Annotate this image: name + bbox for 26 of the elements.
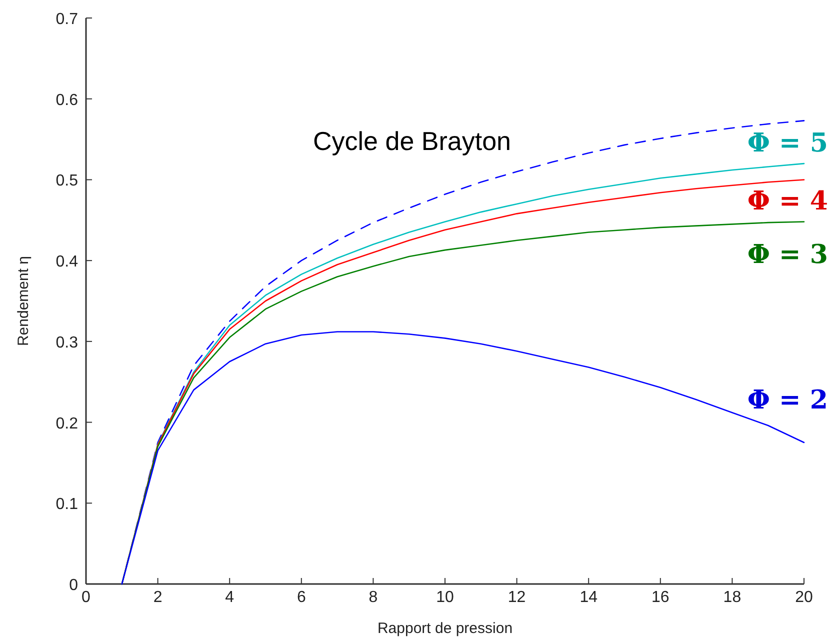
x-axis-title: Rapport de pression — [377, 620, 513, 637]
y-tick-label: 0.6 — [56, 92, 78, 109]
x-tick-label: 14 — [580, 589, 598, 606]
x-tick-label: 6 — [296, 589, 306, 606]
y-tick-label: 0 — [69, 577, 78, 594]
series-label: Φ = 5 — [747, 128, 828, 159]
x-tick-label: 20 — [795, 589, 813, 606]
series-label: Φ = 3 — [747, 240, 828, 270]
x-tick-label: 2 — [153, 589, 162, 606]
x-tick-label: 0 — [82, 589, 91, 606]
y-axis-title: Rendement η — [15, 256, 32, 346]
series-label: Φ = 2 — [747, 386, 828, 416]
y-tick-label: 0.5 — [56, 172, 78, 190]
x-tick-label: 18 — [723, 589, 742, 606]
series-label: Φ = 4 — [747, 186, 828, 217]
x-tick-label: 16 — [652, 589, 670, 606]
x-tick-label: 8 — [368, 589, 378, 606]
x-tick-label: 4 — [225, 589, 234, 606]
y-tick-label: 0.7 — [56, 11, 78, 28]
y-tick-label: 0.4 — [56, 254, 78, 271]
y-tick-label: 0.2 — [56, 415, 78, 432]
x-tick-label: 12 — [508, 589, 526, 606]
text: Cycle de Brayton — [313, 126, 511, 156]
x-tick-label: 10 — [436, 589, 454, 606]
y-tick-label: 0.3 — [56, 334, 78, 352]
y-tick-label: 0.1 — [56, 496, 78, 514]
